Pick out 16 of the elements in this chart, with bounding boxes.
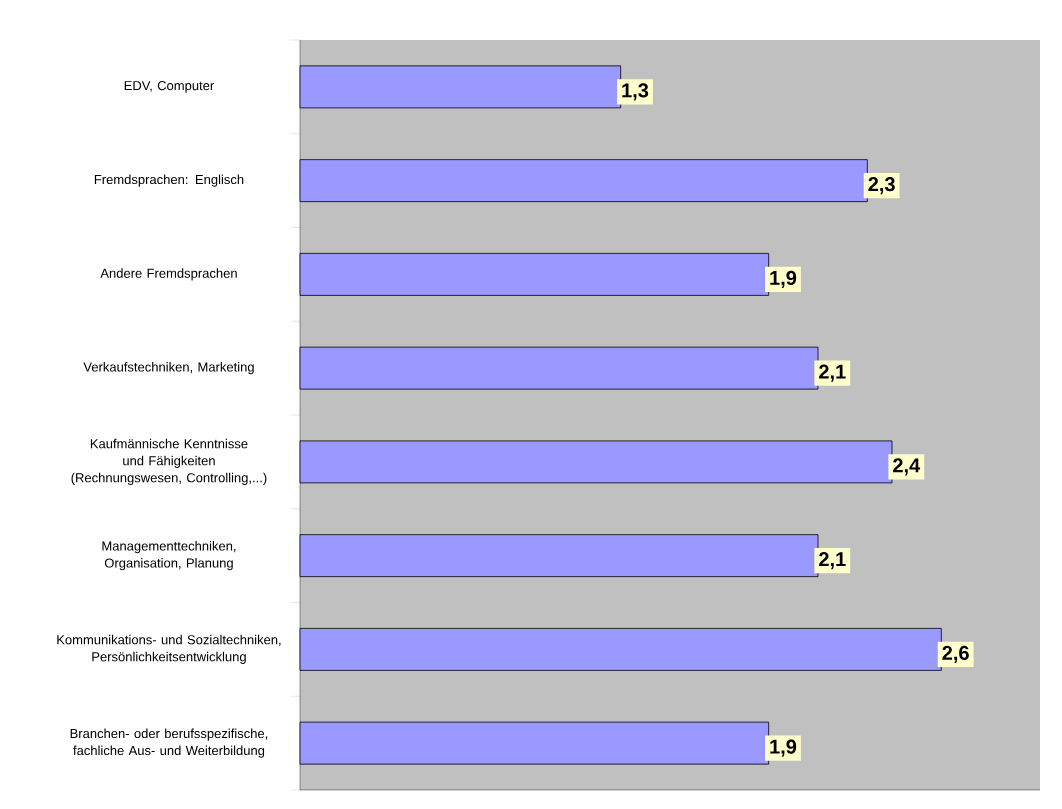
y-tick-label: Andere Fremdsprachen — [100, 268, 237, 281]
y-tick-label: Kaufmännische Kenntnisse und Fähigkeiten (Rechnungswesen, Controlling,...) — [71, 438, 267, 485]
data-label: 1,9 — [770, 739, 797, 757]
data-label: 1,9 — [770, 270, 797, 288]
y-tick-label: Verkaufstechniken, Marketing — [83, 362, 254, 375]
data-label: 1,3 — [622, 83, 649, 101]
data-label: 2,1 — [819, 552, 846, 570]
y-tick-label: EDV, Computer — [124, 80, 215, 93]
y-tick-label: Managementtechniken, Organisation, Planung — [102, 541, 236, 571]
y-tick-label: Kommunikations- und Sozialtechniken, Persönlichkeitsentwicklung — [57, 634, 281, 664]
data-label: 2,4 — [893, 458, 921, 476]
y-tick-label: Branchen- oder berufsspezifische, fachliche Aus- und Weiterbildung — [70, 728, 268, 758]
data-label: 2,1 — [819, 364, 846, 382]
data-label: 2,6 — [942, 645, 969, 663]
y-tick-label: Fremdsprachen: Englisch — [94, 174, 244, 187]
data-label: 2,3 — [868, 177, 895, 195]
